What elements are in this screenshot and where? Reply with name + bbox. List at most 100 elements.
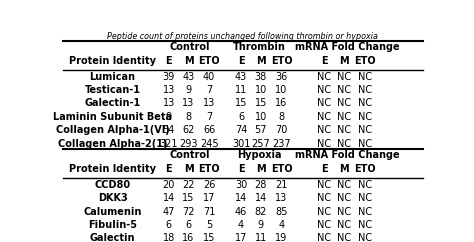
Text: M: M [184,56,193,66]
Text: 20: 20 [163,180,175,190]
Text: NC: NC [358,207,372,217]
Text: NC: NC [337,85,351,95]
Text: Control: Control [169,42,210,52]
Text: 43: 43 [182,72,195,82]
Text: ETO: ETO [354,56,376,66]
Text: 14: 14 [255,193,267,203]
Text: 14: 14 [163,193,175,203]
Text: E: E [321,164,328,174]
Text: 62: 62 [182,125,195,135]
Text: 18: 18 [163,234,175,242]
Text: 28: 28 [255,180,267,190]
Text: 13: 13 [163,85,175,95]
Text: NC: NC [337,98,351,108]
Text: 13: 13 [163,98,175,108]
Text: 85: 85 [275,207,288,217]
Text: 5: 5 [206,220,212,230]
Text: Protein Identity: Protein Identity [69,56,156,66]
Text: ETO: ETO [198,56,220,66]
Text: 293: 293 [179,139,198,149]
Text: 21: 21 [275,180,288,190]
Text: NC: NC [337,220,351,230]
Text: 15: 15 [255,98,267,108]
Text: 8: 8 [185,112,191,122]
Text: Galectin-1: Galectin-1 [84,98,141,108]
Text: 66: 66 [203,125,215,135]
Text: 70: 70 [275,125,288,135]
Text: 9: 9 [165,112,172,122]
Text: ETO: ETO [271,164,292,174]
Text: M: M [184,164,193,174]
Text: NC: NC [358,85,372,95]
Text: NC: NC [358,220,372,230]
Text: mRNA Fold Change: mRNA Fold Change [295,150,400,160]
Text: 43: 43 [235,72,247,82]
Text: 11: 11 [255,234,267,242]
Text: E: E [238,164,245,174]
Text: NC: NC [337,125,351,135]
Text: M: M [339,56,349,66]
Text: NC: NC [337,207,351,217]
Text: NC: NC [337,180,351,190]
Text: Galectin: Galectin [90,234,135,242]
Text: NC: NC [358,72,372,82]
Text: Control: Control [169,150,210,160]
Text: 13: 13 [203,98,215,108]
Text: DKK3: DKK3 [98,193,128,203]
Text: 11: 11 [235,85,247,95]
Text: NC: NC [337,112,351,122]
Text: NC: NC [318,112,331,122]
Text: 257: 257 [252,139,270,149]
Text: 7: 7 [206,85,212,95]
Text: NC: NC [358,193,372,203]
Text: 13: 13 [182,98,195,108]
Text: Thrombin: Thrombin [233,42,286,52]
Text: Laminin Subunit Beta: Laminin Subunit Beta [53,112,172,122]
Text: E: E [165,164,172,174]
Text: ETO: ETO [198,164,220,174]
Text: 15: 15 [235,98,247,108]
Text: 82: 82 [255,207,267,217]
Text: Protein Identity: Protein Identity [69,164,156,174]
Text: 16: 16 [182,234,195,242]
Text: NC: NC [318,125,331,135]
Text: M: M [339,164,349,174]
Text: M: M [256,56,266,66]
Text: NC: NC [318,234,331,242]
Text: Collagen Alpha-1(VI): Collagen Alpha-1(VI) [55,125,169,135]
Text: E: E [321,56,328,66]
Text: 13: 13 [275,193,288,203]
Text: Testican-1: Testican-1 [84,85,140,95]
Text: NC: NC [358,139,372,149]
Text: 237: 237 [272,139,291,149]
Text: 26: 26 [203,180,215,190]
Text: 10: 10 [255,85,267,95]
Text: 17: 17 [235,234,247,242]
Text: NC: NC [337,234,351,242]
Text: 245: 245 [200,139,219,149]
Text: NC: NC [358,125,372,135]
Text: ETO: ETO [271,56,292,66]
Text: NC: NC [337,139,351,149]
Text: NC: NC [318,193,331,203]
Text: 30: 30 [235,180,247,190]
Text: 71: 71 [203,207,215,217]
Text: NC: NC [337,72,351,82]
Text: 15: 15 [182,193,195,203]
Text: Collagen Alpha-2(1): Collagen Alpha-2(1) [58,139,167,149]
Text: 6: 6 [185,220,191,230]
Text: Lumican: Lumican [90,72,136,82]
Text: M: M [256,164,266,174]
Text: mRNA Fold Change: mRNA Fold Change [295,42,400,52]
Text: 301: 301 [232,139,250,149]
Text: 14: 14 [235,193,247,203]
Text: 72: 72 [182,207,195,217]
Text: 36: 36 [275,72,288,82]
Text: NC: NC [337,193,351,203]
Text: ETO: ETO [354,164,376,174]
Text: 54: 54 [163,125,175,135]
Text: NC: NC [318,207,331,217]
Text: 47: 47 [163,207,175,217]
Text: 6: 6 [165,220,172,230]
Text: 10: 10 [255,112,267,122]
